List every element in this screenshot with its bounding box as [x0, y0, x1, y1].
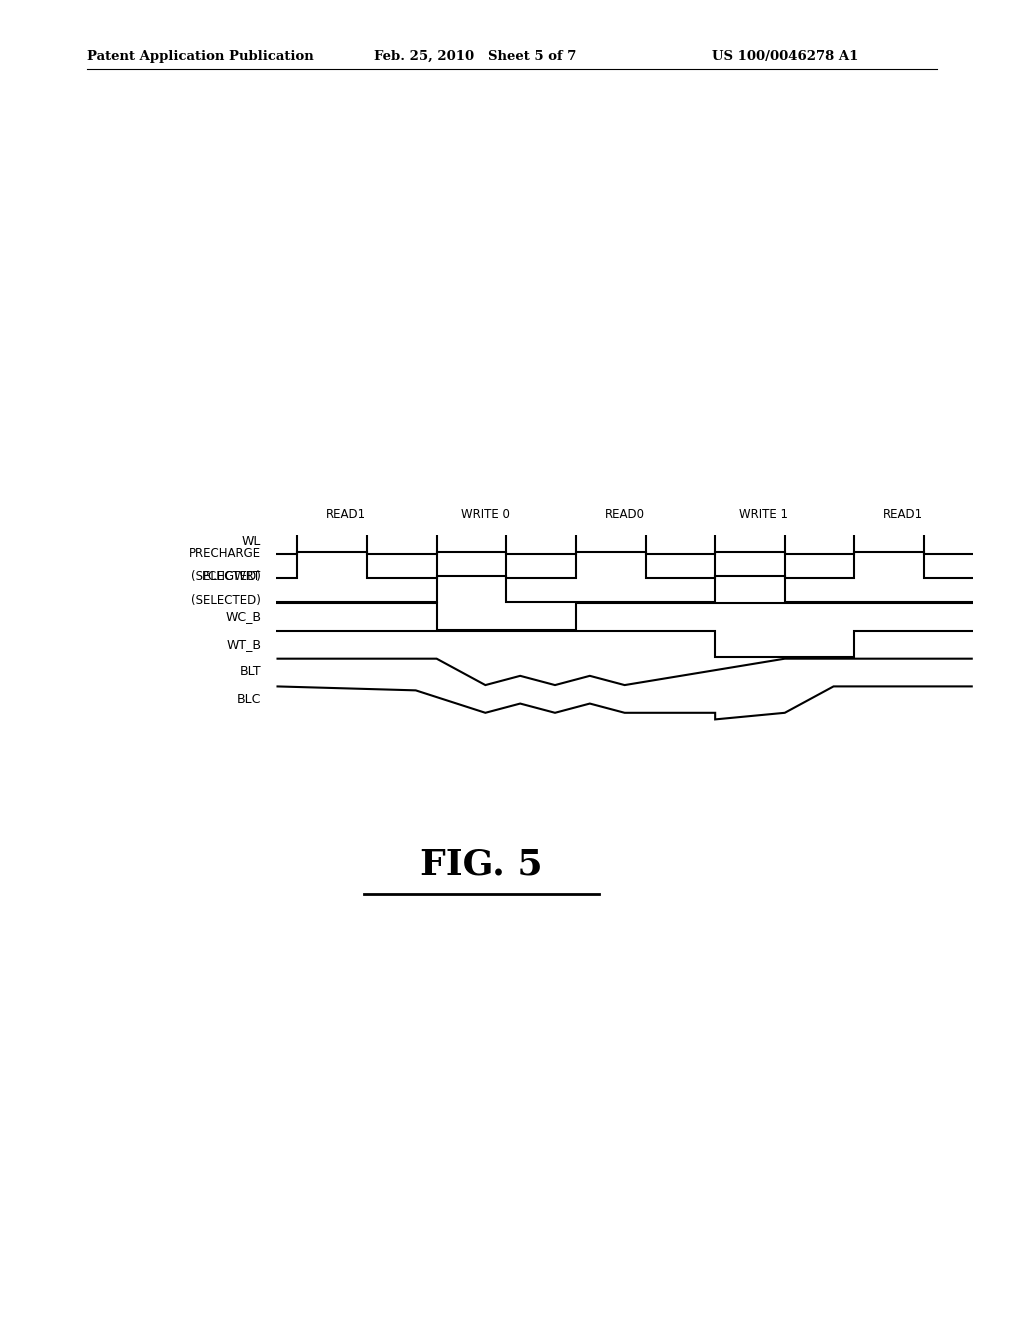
- Text: WRITE 0: WRITE 0: [461, 508, 510, 521]
- Text: WL: WL: [242, 535, 261, 548]
- Text: BLC: BLC: [237, 693, 261, 706]
- Text: PRECHARGE: PRECHARGE: [189, 546, 261, 560]
- Text: (SELECTED): (SELECTED): [191, 570, 261, 583]
- Text: BLT: BLT: [240, 665, 261, 678]
- Text: READ1: READ1: [326, 508, 367, 521]
- Text: WRITE 1: WRITE 1: [739, 508, 788, 521]
- Text: US 100/0046278 A1: US 100/0046278 A1: [712, 50, 858, 63]
- Text: WT_B: WT_B: [226, 638, 261, 651]
- Text: Patent Application Publication: Patent Application Publication: [87, 50, 313, 63]
- Text: PCHGWRT: PCHGWRT: [202, 570, 261, 583]
- Text: Feb. 25, 2010   Sheet 5 of 7: Feb. 25, 2010 Sheet 5 of 7: [374, 50, 577, 63]
- Text: READ0: READ0: [604, 508, 645, 521]
- Text: FIG. 5: FIG. 5: [420, 847, 543, 882]
- Text: WC_B: WC_B: [225, 610, 261, 623]
- Text: (SELECTED): (SELECTED): [191, 594, 261, 607]
- Text: READ1: READ1: [883, 508, 924, 521]
